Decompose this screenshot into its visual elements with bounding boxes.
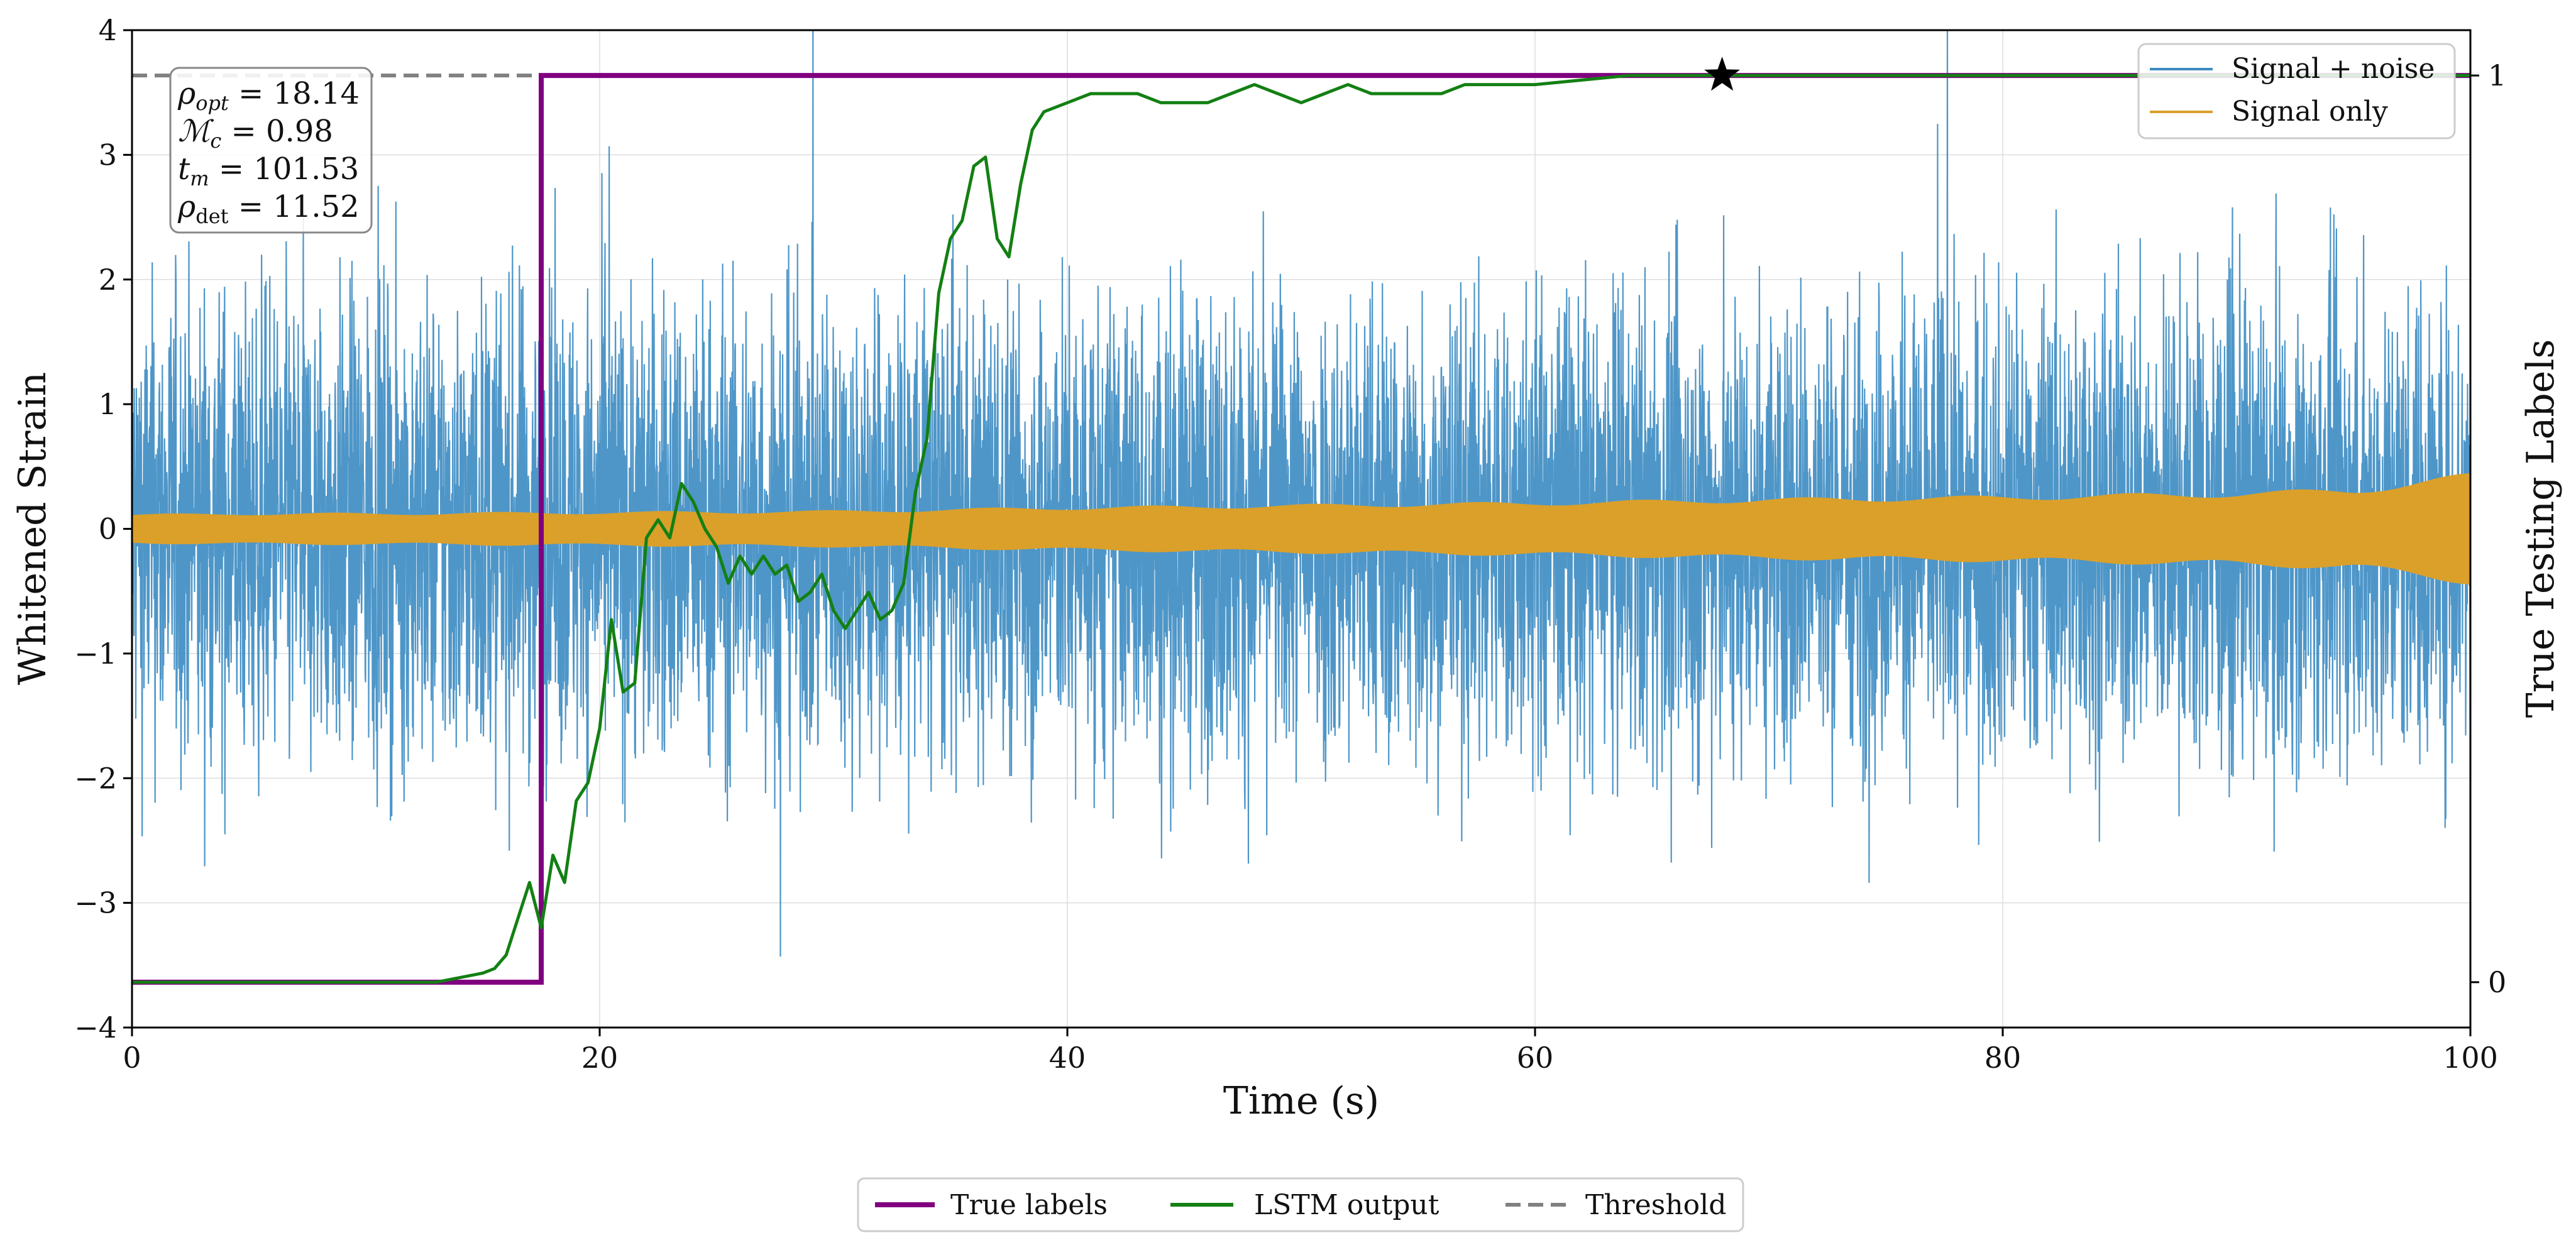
y-tick-label: 0 [99,512,117,546]
info-mc-value: 0.98 [266,114,333,149]
legend-top: Signal + noise Signal only [2137,43,2456,140]
info-rho-opt: ρopt = 18.14 [177,76,360,115]
x-tick-label: 80 [1984,1041,2022,1075]
y-tick-label: −1 [74,637,117,671]
info-box-frame [169,67,373,234]
detection-star-marker [1704,57,1741,91]
x-tick-label: 60 [1517,1041,1554,1075]
info-tm: tm = 101.53 [178,151,359,190]
legend-bottom: True labels LSTM output Threshold [857,1177,1744,1232]
legend-label-lstm: LSTM output [1254,1189,1439,1221]
x-tick-label: 0 [123,1041,141,1075]
y-tick-label: −4 [74,1011,117,1044]
info-tm-value: 101.53 [253,151,359,187]
info-rho-opt-value: 18.14 [273,76,360,111]
legend-label-threshold: Threshold [1585,1189,1726,1221]
series-signal-noise-line [132,30,2470,957]
y-tick-label: 4 [99,13,117,47]
y-tick-label: 1 [99,387,117,421]
y-tick-label: 3 [99,138,117,172]
info-mc: ℳc = 0.98 [178,114,333,153]
y-tick-label: −2 [74,761,117,795]
legend-label-signal-noise: Signal + noise [2232,53,2435,85]
info-box: ρopt = 18.14 ℳc = 0.98 tm = 101.53 ρdet … [169,67,373,234]
legend-bottom-frame [857,1177,1744,1232]
x-tick-label: 20 [581,1041,619,1075]
x-tick-label: 40 [1049,1041,1086,1075]
legend-label-signal-only: Signal only [2232,96,2388,128]
y-tick-label: 2 [99,263,117,297]
y-right-axis-title: True Testing Labels [2519,339,2563,718]
series-lstm-output-line [132,74,2470,984]
y-axis-title: Whitened Strain [11,372,55,685]
y-right-tick-label: 1 [2488,58,2506,92]
info-rho-det-value: 11.52 [273,189,359,224]
x-axis-title: Time (s) [1223,1079,1379,1123]
y-right-tick-label: 0 [2488,965,2506,999]
legend-label-true-labels: True labels [950,1189,1108,1221]
series-signal-only-line [132,473,2470,585]
legend-top-frame [2137,43,2456,140]
info-rho-det: ρdet = 11.52 [177,189,360,228]
x-tick-label: 100 [2443,1041,2498,1075]
plot-area [132,30,2470,985]
y-tick-label: −3 [74,886,117,920]
